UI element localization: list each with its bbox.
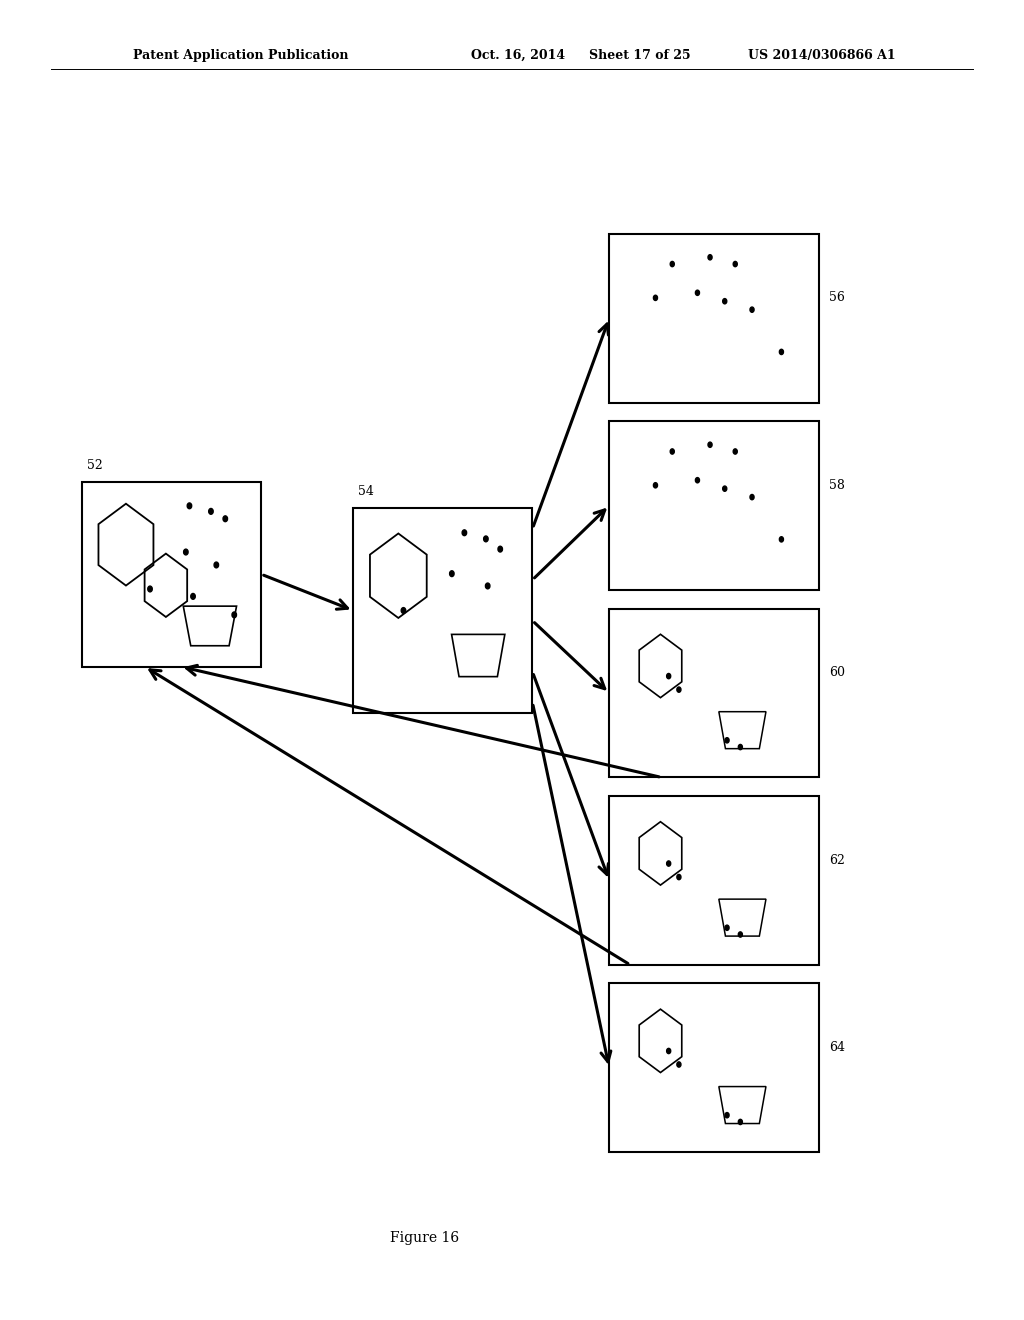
Text: US 2014/0306866 A1: US 2014/0306866 A1 bbox=[748, 49, 895, 62]
Circle shape bbox=[498, 546, 503, 552]
Circle shape bbox=[183, 549, 188, 554]
Circle shape bbox=[667, 861, 671, 866]
Circle shape bbox=[738, 932, 742, 937]
Text: 62: 62 bbox=[829, 854, 846, 866]
Circle shape bbox=[725, 925, 729, 931]
Circle shape bbox=[779, 350, 783, 355]
Circle shape bbox=[223, 516, 227, 521]
Circle shape bbox=[708, 442, 712, 447]
Text: 64: 64 bbox=[829, 1041, 846, 1053]
Circle shape bbox=[485, 583, 489, 589]
Circle shape bbox=[725, 738, 729, 743]
Circle shape bbox=[738, 1119, 742, 1125]
Circle shape bbox=[209, 508, 213, 515]
Circle shape bbox=[677, 874, 681, 879]
Circle shape bbox=[708, 255, 712, 260]
Text: 58: 58 bbox=[829, 479, 846, 491]
Circle shape bbox=[723, 486, 727, 491]
Circle shape bbox=[670, 449, 674, 454]
Circle shape bbox=[147, 586, 153, 591]
Circle shape bbox=[483, 536, 488, 541]
Text: 52: 52 bbox=[87, 458, 102, 471]
Circle shape bbox=[653, 296, 657, 301]
Circle shape bbox=[190, 594, 196, 599]
Circle shape bbox=[733, 261, 737, 267]
Circle shape bbox=[695, 290, 699, 296]
Circle shape bbox=[450, 570, 454, 577]
Text: 56: 56 bbox=[829, 292, 846, 304]
Text: 60: 60 bbox=[829, 667, 846, 678]
Bar bbox=[609, 609, 819, 777]
Circle shape bbox=[401, 607, 406, 614]
Text: Sheet 17 of 25: Sheet 17 of 25 bbox=[589, 49, 690, 62]
Bar bbox=[609, 796, 819, 965]
Circle shape bbox=[214, 562, 218, 568]
Circle shape bbox=[750, 495, 754, 500]
Bar bbox=[609, 234, 819, 403]
Bar bbox=[82, 482, 261, 667]
Circle shape bbox=[232, 612, 237, 618]
Circle shape bbox=[677, 686, 681, 692]
Circle shape bbox=[670, 261, 674, 267]
Circle shape bbox=[733, 449, 737, 454]
Circle shape bbox=[667, 673, 671, 678]
Circle shape bbox=[779, 537, 783, 543]
Text: Patent Application Publication: Patent Application Publication bbox=[133, 49, 348, 62]
Circle shape bbox=[695, 478, 699, 483]
Bar bbox=[609, 421, 819, 590]
Circle shape bbox=[723, 298, 727, 304]
Bar bbox=[609, 983, 819, 1152]
Circle shape bbox=[653, 483, 657, 488]
Circle shape bbox=[187, 503, 191, 508]
Text: Figure 16: Figure 16 bbox=[390, 1232, 460, 1245]
Circle shape bbox=[667, 1048, 671, 1053]
Circle shape bbox=[750, 308, 754, 313]
Text: Oct. 16, 2014: Oct. 16, 2014 bbox=[471, 49, 565, 62]
Bar bbox=[353, 508, 532, 713]
Circle shape bbox=[738, 744, 742, 750]
Circle shape bbox=[462, 529, 467, 536]
Text: 54: 54 bbox=[358, 484, 375, 498]
Circle shape bbox=[725, 1113, 729, 1118]
Circle shape bbox=[677, 1061, 681, 1067]
